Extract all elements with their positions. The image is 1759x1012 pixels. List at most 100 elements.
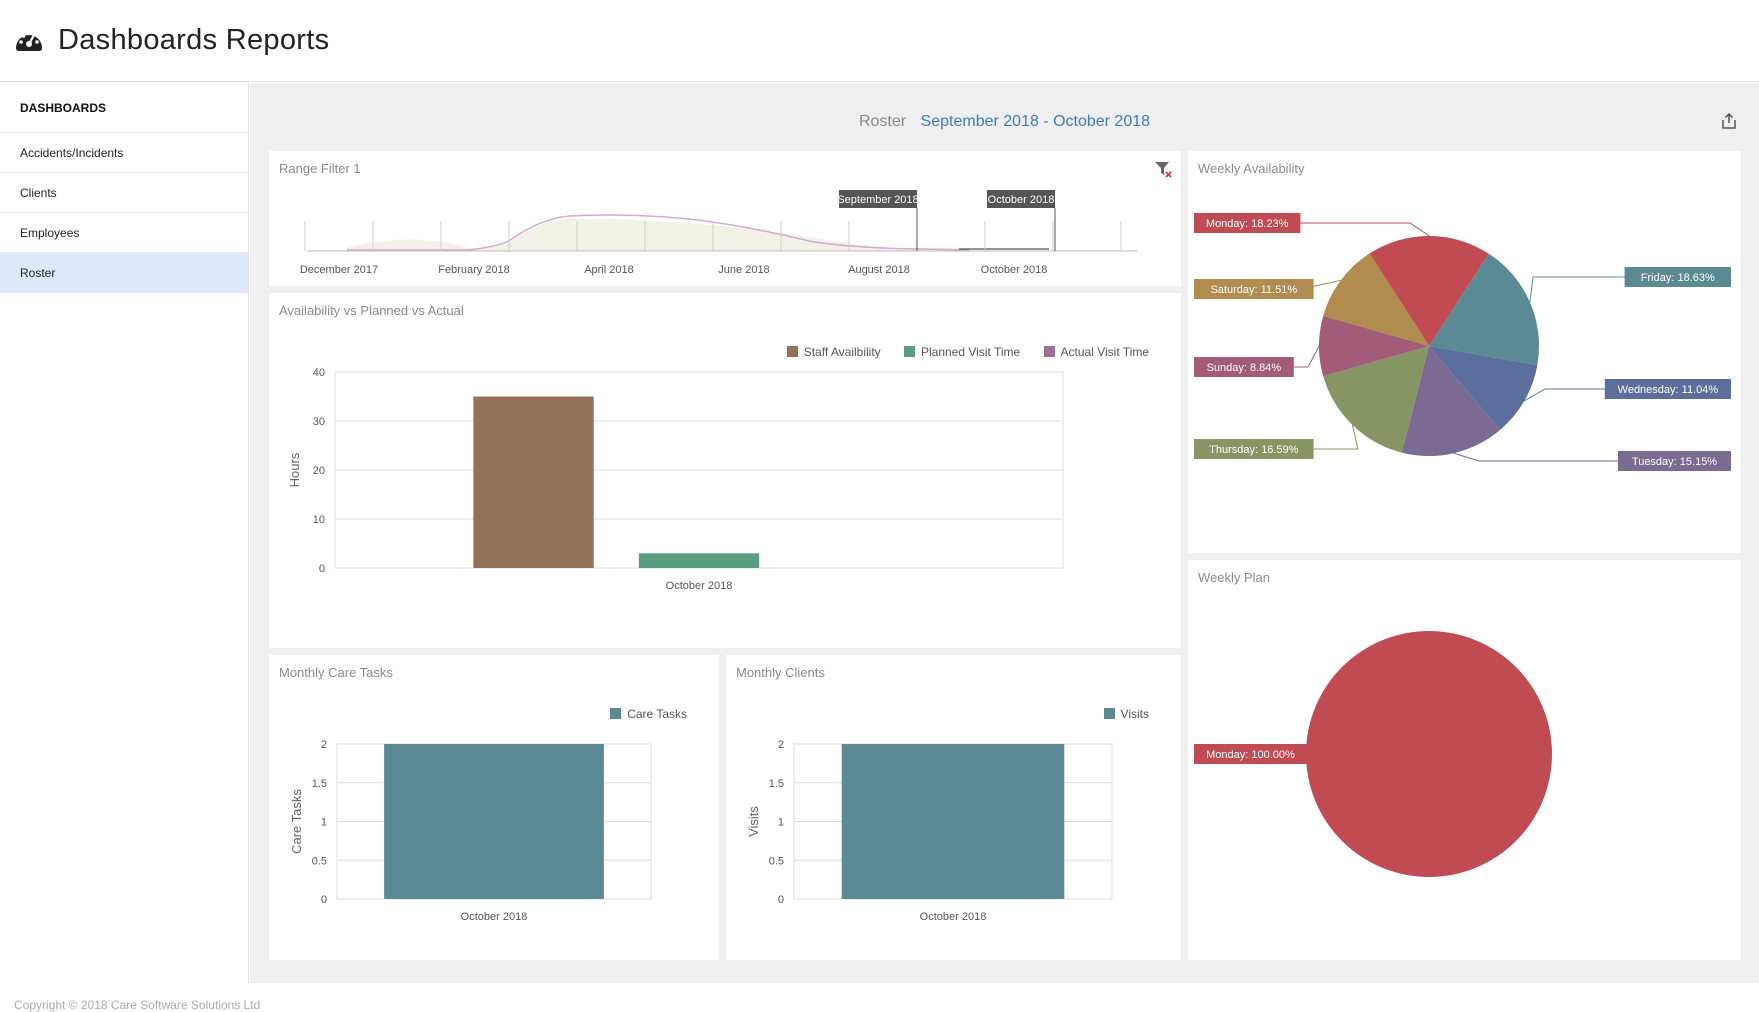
pie-label-box [1194, 213, 1301, 233]
pie-label-box [1618, 451, 1731, 471]
sidebar-item-employees[interactable]: Employees [0, 213, 248, 253]
legend-item-staff: Staff Availbility [786, 345, 881, 359]
weekly-availability-panel: Weekly Availability Monday: 18.23% Friday… [1188, 151, 1741, 553]
sidebar: DASHBOARDS Accidents/Incidents Clients E… [0, 83, 249, 983]
pie-slice-tuesday[interactable] [1401, 346, 1501, 456]
y-tick-label: 30 [313, 416, 325, 428]
monthly-care-tasks-panel: Monthly Care Tasks Care Tasks 0 0.5 1 1.5 2 C… [269, 655, 719, 960]
sidebar-item-label: Clients [20, 185, 57, 200]
y-axis-label: Hours [287, 452, 302, 487]
tasks-bar-chart: 0 0.5 1 1.5 2 Care Tasks October 2018 [289, 739, 652, 923]
range-filter-panel: Range Filter 1 December 2017 February 201… [269, 151, 1181, 286]
pie-connector [1313, 424, 1359, 450]
panel-title: Range Filter 1 [279, 161, 361, 176]
pie-connector [1300, 279, 1341, 290]
pie-slice-saturday[interactable] [1323, 253, 1429, 346]
x-tick-label: October 2018 [461, 911, 528, 923]
bar-visits[interactable] [841, 744, 1065, 899]
pie-connector [1300, 222, 1430, 237]
y-tick-label: 2 [778, 739, 784, 751]
weekly-availability-pie: Monday: 18.23% Friday: 18.63% Wednesday: 1… [1194, 213, 1731, 471]
dashboard-title-prefix: Roster [858, 113, 907, 130]
pie-label-monday: Monday: 18.23% [1206, 218, 1289, 230]
pie-connector [1529, 276, 1625, 303]
y-tick-label: 1 [321, 817, 327, 829]
range-axis-label: June 2018 [718, 264, 769, 276]
avp-bar-chart: 0 10 20 30 40 Hours October 2018 [287, 367, 1064, 592]
y-tick-label: 0 [319, 563, 325, 575]
range-axis-label: April 2018 [584, 264, 634, 276]
selection-end-label: October 2018 [988, 194, 1055, 206]
pie-label-sunday: Sunday: 8.84% [1207, 362, 1282, 374]
dashboard-title: Roster September 2018 - October 2018 [250, 113, 1759, 131]
availability-panel: Availability vs Planned vs Actual Staff … [269, 293, 1181, 648]
pie-slice-sunday[interactable] [1319, 315, 1429, 377]
y-axis-label: Care Tasks [289, 789, 304, 854]
sidebar-section-title: DASHBOARDS [0, 83, 248, 133]
footer-copyright: Copyright © 2018 Care Software Solutions… [14, 998, 261, 1012]
range-axis-label: February 2018 [438, 264, 510, 276]
pie-slice-monday[interactable] [1369, 236, 1489, 346]
clients-bar-chart: 0 0.5 1 1.5 2 Visits October 2018 [746, 739, 1113, 923]
dashboard-title-range: September 2018 - October 2018 [920, 113, 1151, 130]
y-tick-label: 20 [313, 465, 325, 477]
pie-label-thursday: Thursday: 16.59% [1209, 444, 1298, 456]
pie-label-friday: Friday: 18.63% [1641, 272, 1715, 284]
selection-start-label: September 2018 [837, 194, 918, 206]
y-tick-label: 0 [321, 894, 327, 906]
pie-label-wednesday: Wednesday: 11.04% [1618, 384, 1719, 396]
pie-label-box [1604, 379, 1731, 399]
y-tick-label: 10 [313, 514, 325, 526]
app-header: Dashboards Reports [0, 0, 1759, 82]
sidebar-item-label: Accidents/Incidents [20, 145, 124, 160]
dashboard-gauge-icon [16, 31, 42, 51]
pie-slice-monday[interactable] [1306, 631, 1552, 877]
x-tick-label: October 2018 [920, 911, 987, 923]
sidebar-item-label: Roster [20, 265, 56, 280]
pie-connector [1293, 345, 1320, 368]
panel-title: Availability vs Planned vs Actual [279, 303, 464, 318]
sidebar-item-label: Employees [20, 225, 80, 240]
range-axis-label: October 2018 [981, 264, 1048, 276]
pie-label-box [1194, 357, 1294, 377]
panel-title: Weekly Availability [1198, 161, 1305, 176]
weekly-plan-panel: Weekly Plan Monday: 100.00% [1188, 560, 1741, 960]
panel-title: Monthly Care Tasks [279, 665, 393, 680]
selection-end-badge [987, 190, 1055, 208]
bar-care-tasks[interactable] [384, 744, 604, 899]
clear-filter-icon[interactable] [1153, 159, 1173, 179]
y-axis-label: Visits [746, 806, 761, 837]
clients-legend: Visits [1103, 707, 1149, 721]
sidebar-item-clients[interactable]: Clients [0, 173, 248, 213]
pie-label-saturday: Saturday: 11.51% [1210, 284, 1297, 296]
selection-start-badge [839, 190, 917, 208]
x-tick-label: October 2018 [666, 580, 733, 592]
monthly-clients-panel: Monthly Clients Visits 0 0.5 1 1.5 2 Visits Oc… [726, 655, 1181, 960]
legend-item-care-tasks: Care Tasks [610, 707, 687, 721]
pie-slice-thursday[interactable] [1323, 346, 1429, 453]
pie-label-box [1194, 279, 1314, 299]
panel-title: Monthly Clients [736, 665, 825, 680]
bar-staff-availbility[interactable] [473, 396, 594, 569]
tasks-legend: Care Tasks [610, 707, 687, 721]
bar-planned-visit-time[interactable] [638, 553, 760, 568]
legend-item-visits: Visits [1103, 707, 1149, 721]
pie-slice-friday[interactable] [1429, 253, 1539, 366]
dashboard-area: Roster September 2018 - October 2018 Ran… [250, 83, 1759, 983]
pie-label-tuesday: Tuesday: 15.15% [1632, 456, 1717, 468]
range-axis-label: December 2017 [300, 264, 378, 276]
sidebar-item-roster[interactable]: Roster [0, 253, 248, 293]
pie-connector [1524, 388, 1605, 402]
range-filter-chart[interactable]: December 2017 February 2018 April 2018 June… [269, 151, 1181, 286]
pie-label-box [1624, 267, 1731, 287]
range-axis-label: August 2018 [848, 264, 910, 276]
page-title: Dashboards Reports [58, 24, 330, 56]
sidebar-item-accidents[interactable]: Accidents/Incidents [0, 133, 248, 173]
pie-label-box [1194, 439, 1314, 459]
y-tick-label: 0 [778, 894, 784, 906]
pie-slice-wednesday[interactable] [1429, 346, 1538, 431]
y-tick-label: 40 [313, 367, 325, 379]
y-tick-label: 1.5 [769, 778, 784, 790]
y-tick-label: 0.5 [312, 855, 327, 867]
export-icon[interactable] [1719, 111, 1739, 131]
